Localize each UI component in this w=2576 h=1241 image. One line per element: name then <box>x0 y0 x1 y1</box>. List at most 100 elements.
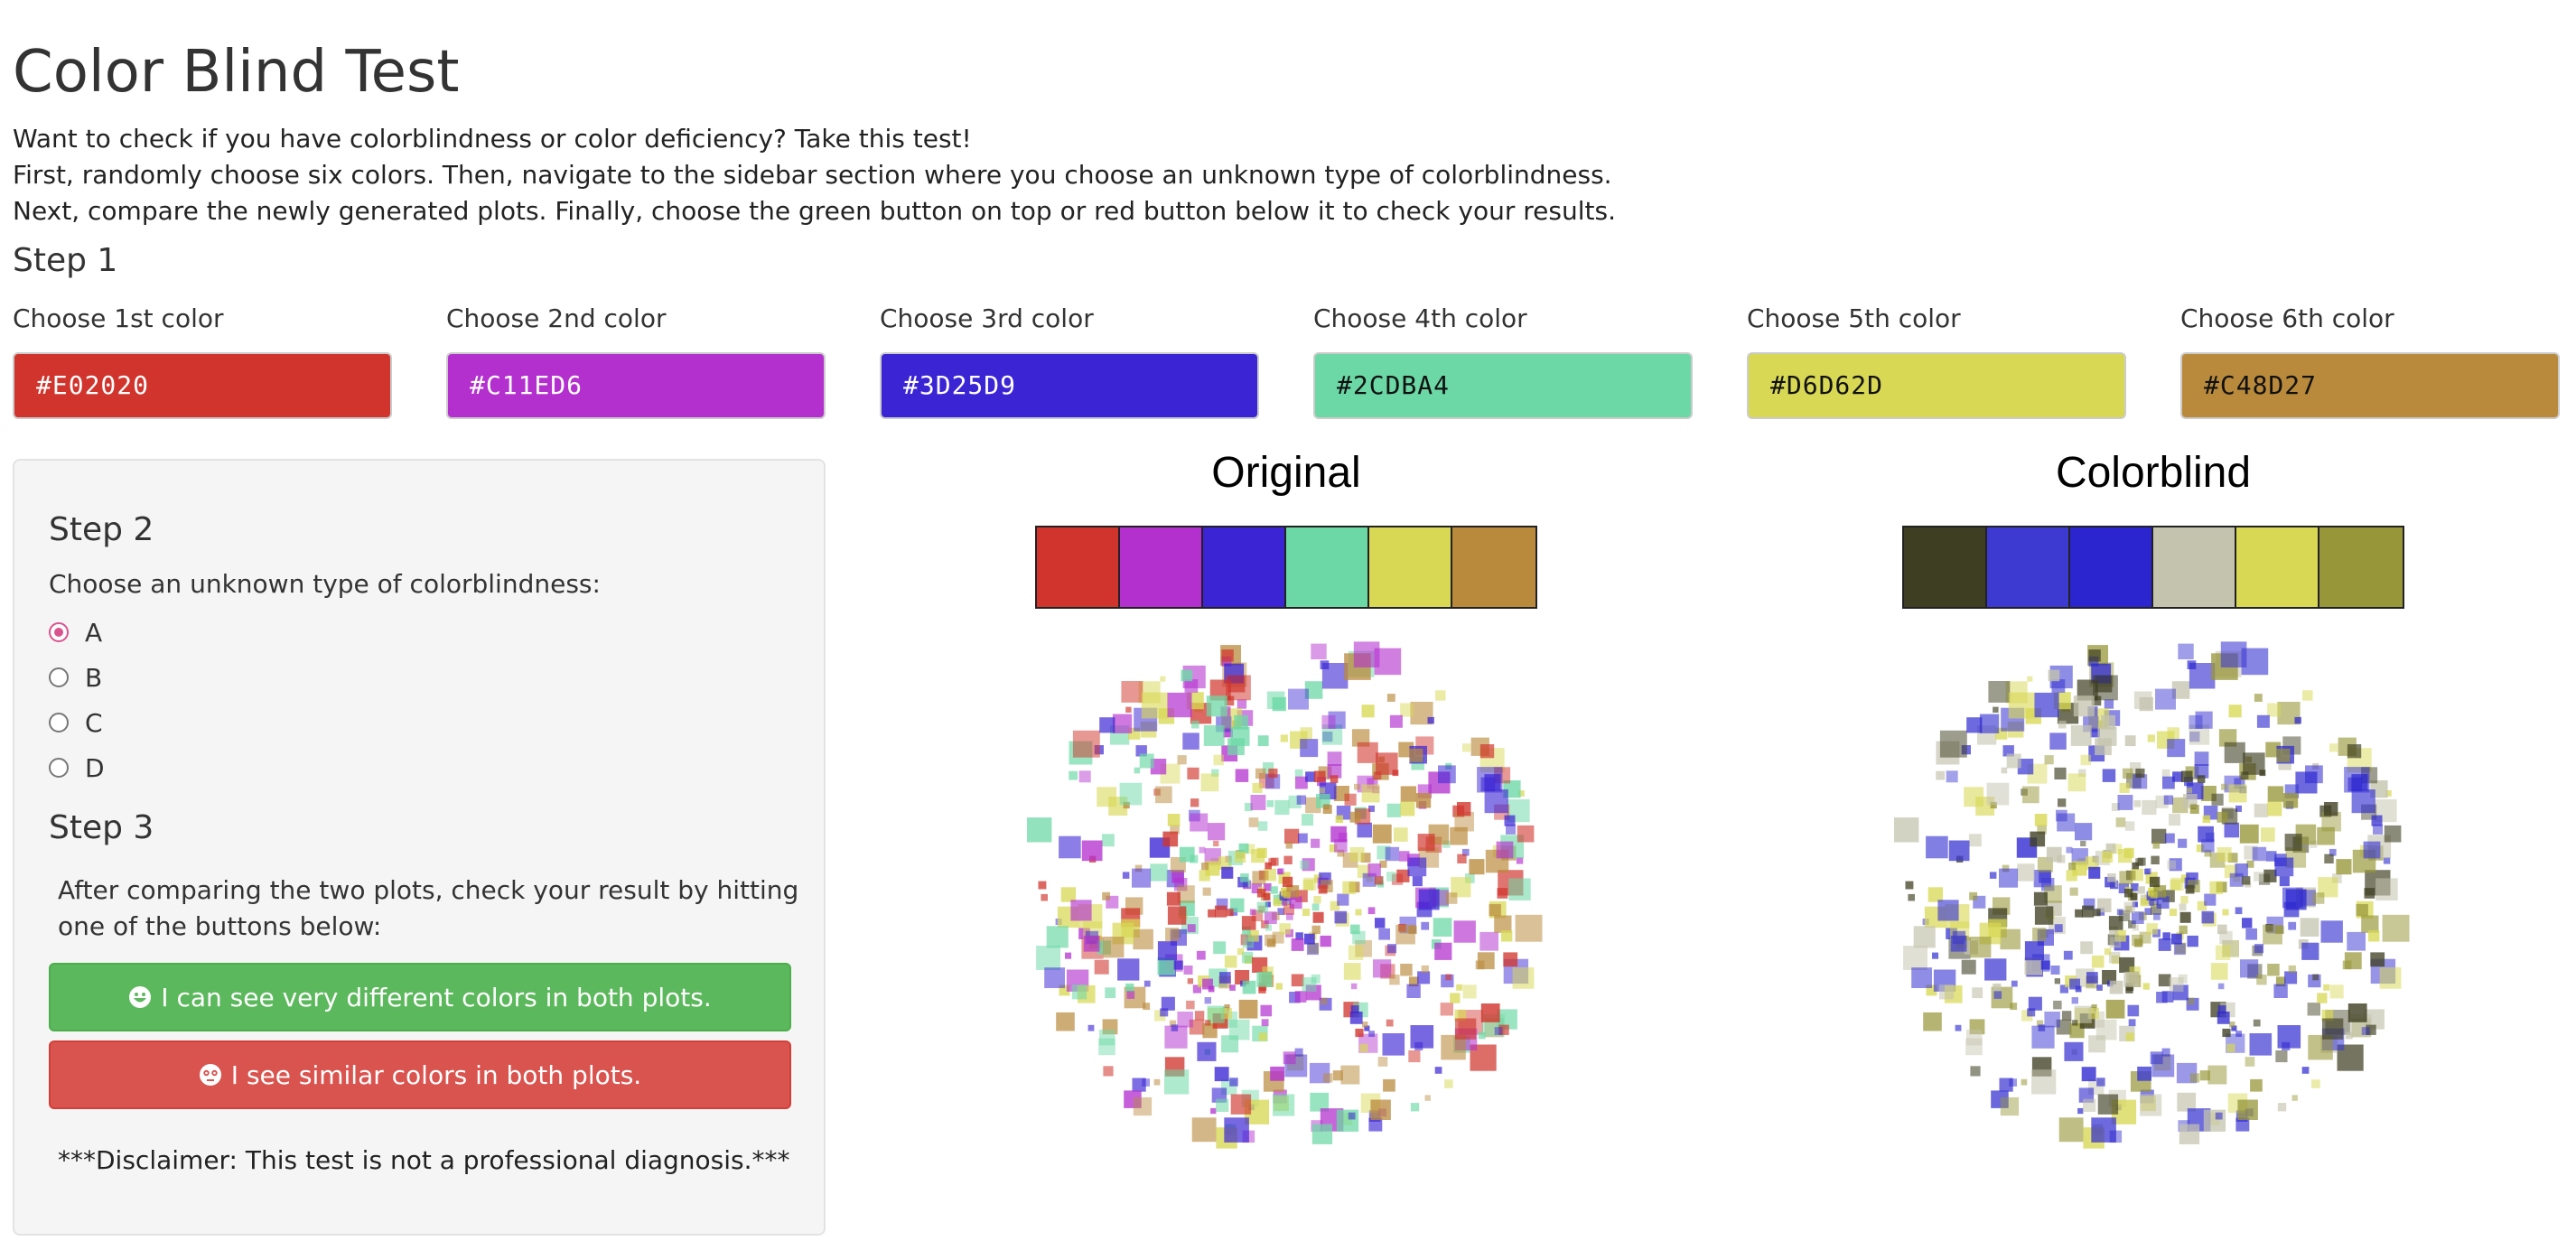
radio-label: A <box>85 617 103 648</box>
scatter-point <box>1173 960 1183 970</box>
scatter-point <box>1122 872 1130 879</box>
scatter-point <box>1355 909 1362 916</box>
scatter-point <box>1410 1103 1420 1112</box>
scatter-point <box>2078 769 2086 777</box>
scatter-point <box>1368 1031 1375 1037</box>
scatter-point <box>1348 1112 1356 1120</box>
similar-colors-button[interactable]: I see similar colors in both plots. <box>49 1040 791 1109</box>
radio-option-d[interactable]: D <box>49 750 105 786</box>
scatter-point <box>1167 906 1187 925</box>
scatter-point <box>1171 1024 1179 1031</box>
scatter-point <box>2135 768 2145 779</box>
scatter-point <box>2187 935 2198 947</box>
radio-circle-icon[interactable] <box>49 758 69 778</box>
scatter-point <box>2246 860 2254 868</box>
color-input-3[interactable]: #3D25D9 <box>880 352 1259 419</box>
scatter-point <box>1300 860 1310 870</box>
radio-option-c[interactable]: C <box>49 704 103 741</box>
colorblind-scatter-plot <box>1894 641 2410 1149</box>
palette-swatch <box>1203 527 1286 607</box>
scatter-point <box>1400 786 1417 802</box>
scatter-point <box>1321 724 1343 745</box>
radio-label: D <box>85 752 105 783</box>
scatter-point <box>1105 987 1116 999</box>
scatter-point <box>2267 964 2280 976</box>
color-input-1[interactable]: #E02020 <box>13 352 392 419</box>
original-palette <box>1035 526 1537 609</box>
scatter-point <box>1932 952 1939 959</box>
scatter-point <box>2109 937 2122 948</box>
scatter-point <box>2284 971 2298 984</box>
scatter-point <box>2088 866 2101 879</box>
radio-label: C <box>85 707 103 738</box>
color-input-6[interactable]: #C48D27 <box>2180 352 2560 419</box>
radio-circle-icon[interactable] <box>49 713 69 732</box>
scatter-point <box>2189 724 2210 745</box>
scatter-point <box>2173 943 2186 956</box>
scatter-point <box>1264 868 1276 882</box>
scatter-point <box>1132 1078 1146 1092</box>
scatter-point <box>2070 725 2092 746</box>
scatter-point <box>2364 888 2375 899</box>
scatter-point <box>1330 775 1339 783</box>
scatter-point <box>2239 824 2259 844</box>
scatter-point <box>1266 691 1285 709</box>
scatter-point <box>1497 888 1508 899</box>
color-input-2[interactable]: #C11ED6 <box>446 352 826 419</box>
scatter-point <box>2324 802 2338 816</box>
scatter-point <box>1993 706 1999 713</box>
scatter-point <box>2057 854 2066 863</box>
scatter-point <box>2128 920 2136 928</box>
scatter-point <box>2329 743 2338 752</box>
scatter-point <box>1221 1035 1239 1053</box>
different-colors-button[interactable]: I can see very different colors in both … <box>49 963 791 1031</box>
radio-circle-icon[interactable] <box>49 667 69 687</box>
scatter-point <box>1318 884 1328 894</box>
scatter-point <box>1103 937 1125 958</box>
scatter-point <box>2235 1117 2250 1132</box>
scatter-point <box>2263 924 2282 945</box>
scatter-point <box>2000 1096 2020 1116</box>
scatter-point <box>2125 1032 2134 1041</box>
scatter-point <box>1160 676 1166 682</box>
scatter-point <box>2119 871 2133 885</box>
scatter-point <box>1295 932 1303 940</box>
radio-option-a[interactable]: A <box>49 614 102 650</box>
scatter-point <box>1337 893 1349 906</box>
radio-option-b[interactable]: B <box>49 659 102 695</box>
scatter-point <box>2148 900 2155 906</box>
scatter-point <box>1272 931 1284 944</box>
scatter-point <box>2083 1098 2096 1112</box>
scatter-point <box>1277 868 1284 875</box>
radio-circle-icon[interactable] <box>49 622 69 642</box>
scatter-point <box>1250 795 1266 810</box>
scatter-point <box>2267 801 2282 816</box>
scatter-point <box>2345 1031 2353 1040</box>
scatter-point <box>1205 1020 1211 1026</box>
scatter-point <box>2204 849 2212 857</box>
color-label: Choose 3rd color <box>880 303 1094 333</box>
scatter-point <box>1361 784 1380 803</box>
color-input-4[interactable]: #2CDBA4 <box>1313 352 1693 419</box>
color-input-5[interactable]: #D6D62D <box>1747 352 2126 419</box>
scatter-point <box>1102 1019 1118 1035</box>
scatter-point <box>2054 924 2063 933</box>
scatter-point <box>1196 950 1206 960</box>
scatter-point <box>1993 991 2002 999</box>
scatter-point <box>1230 1094 1252 1115</box>
scatter-point <box>2209 881 2223 895</box>
scatter-point <box>2091 1117 2116 1143</box>
scatter-point <box>1279 923 1291 935</box>
scatter-point <box>2107 873 2116 882</box>
scatter-point <box>2162 776 2175 789</box>
scatter-point <box>2069 978 2080 990</box>
scatter-point <box>1186 1000 1195 1010</box>
scatter-point <box>2383 857 2391 864</box>
scatter-point <box>1224 955 1237 968</box>
scatter-point <box>2044 755 2054 765</box>
scatter-point <box>2132 924 2139 931</box>
scatter-point <box>1224 1117 1249 1143</box>
scatter-point <box>2167 727 2179 740</box>
scatter-point <box>2167 860 2177 870</box>
scatter-point <box>2189 663 2216 689</box>
